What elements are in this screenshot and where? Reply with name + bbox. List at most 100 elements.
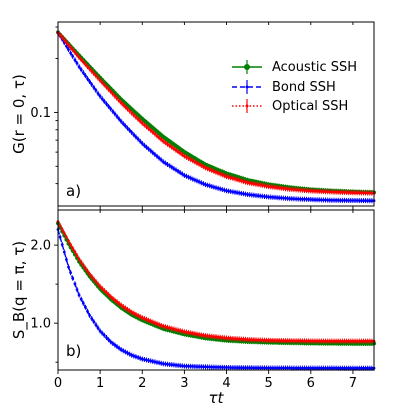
data-point (252, 193, 256, 197)
data-point (298, 339, 302, 343)
data-point (216, 365, 220, 369)
data-point (254, 338, 258, 342)
data-point (277, 186, 281, 190)
data-point (298, 188, 302, 192)
data-point (338, 339, 342, 343)
data-point (124, 105, 127, 109)
data-point (338, 190, 342, 194)
data-point (330, 198, 334, 202)
data-point (168, 164, 172, 168)
data-point (81, 263, 85, 267)
legend-label-optical: Optical SSH (272, 99, 348, 114)
legend: Acoustic SSH Bond SSH Optical SSH (232, 60, 357, 114)
data-point (256, 194, 260, 198)
data-point (336, 190, 340, 194)
data-point (75, 53, 79, 57)
x-tick-label: 4 (222, 376, 230, 391)
data-point (172, 327, 176, 331)
data-point (349, 339, 353, 343)
data-point (265, 366, 268, 370)
data-point (176, 364, 180, 367)
data-point (81, 301, 85, 305)
data-point (218, 335, 222, 339)
data-point (362, 199, 365, 203)
data-point (231, 337, 235, 340)
y-tick-label: 2.0 (30, 239, 51, 254)
data-point (58, 235, 62, 239)
data-point (187, 157, 191, 160)
data-point (273, 196, 277, 199)
data-point (65, 258, 68, 261)
data-point (319, 198, 323, 202)
data-point (334, 190, 338, 194)
data-point (319, 190, 323, 193)
data-point (218, 187, 222, 191)
data-point (102, 289, 106, 292)
data-point (73, 58, 77, 62)
data-point (119, 101, 123, 105)
data-point (355, 191, 359, 195)
legend-marker-acoustic (244, 64, 250, 70)
data-point (132, 311, 136, 315)
data-point (248, 181, 252, 185)
data-point (225, 189, 228, 193)
data-point (189, 158, 193, 162)
data-point (195, 332, 199, 336)
data-point (284, 339, 287, 343)
data-point (313, 339, 317, 343)
data-point (178, 364, 182, 367)
data-point (210, 335, 214, 338)
data-point (360, 191, 363, 195)
series-optical-ssh (56, 29, 376, 196)
data-point (292, 366, 296, 370)
data-point (317, 339, 321, 343)
data-point (197, 162, 201, 166)
data-point (235, 366, 239, 370)
data-point (136, 137, 140, 141)
data-point (225, 336, 228, 340)
data-point (138, 315, 142, 318)
y-tick-label: 0.1 (30, 106, 51, 121)
data-point (258, 194, 262, 198)
data-point (147, 359, 151, 362)
data-point (368, 191, 372, 195)
data-point (309, 198, 313, 201)
data-point (212, 335, 216, 338)
data-point (309, 339, 313, 343)
data-point (345, 191, 348, 194)
data-point (145, 318, 148, 321)
data-point (155, 154, 159, 158)
data-point (111, 297, 115, 300)
data-point (326, 366, 330, 370)
data-point (334, 339, 338, 343)
data-point (260, 338, 264, 342)
data-point (218, 365, 222, 369)
data-point (324, 190, 327, 194)
data-point (256, 338, 260, 342)
data-point (96, 76, 100, 80)
data-point (88, 67, 91, 71)
data-point (237, 337, 241, 341)
data-point (195, 161, 199, 165)
data-point (128, 309, 132, 313)
data-point (246, 181, 250, 185)
data-point (178, 151, 182, 155)
data-point (296, 197, 300, 201)
data-point (301, 339, 304, 343)
data-point (328, 366, 332, 370)
data-point (277, 339, 281, 342)
data-point (202, 182, 205, 186)
data-point (77, 257, 81, 261)
data-point (326, 190, 330, 194)
data-point (58, 33, 62, 37)
data-point (185, 330, 188, 334)
data-point (341, 191, 344, 194)
data-point (143, 317, 146, 320)
data-point (159, 324, 163, 327)
data-point (81, 71, 85, 74)
data-point (216, 186, 220, 190)
data-point (223, 174, 226, 178)
data-point (132, 133, 136, 137)
data-point (233, 190, 237, 194)
data-point (229, 176, 233, 180)
